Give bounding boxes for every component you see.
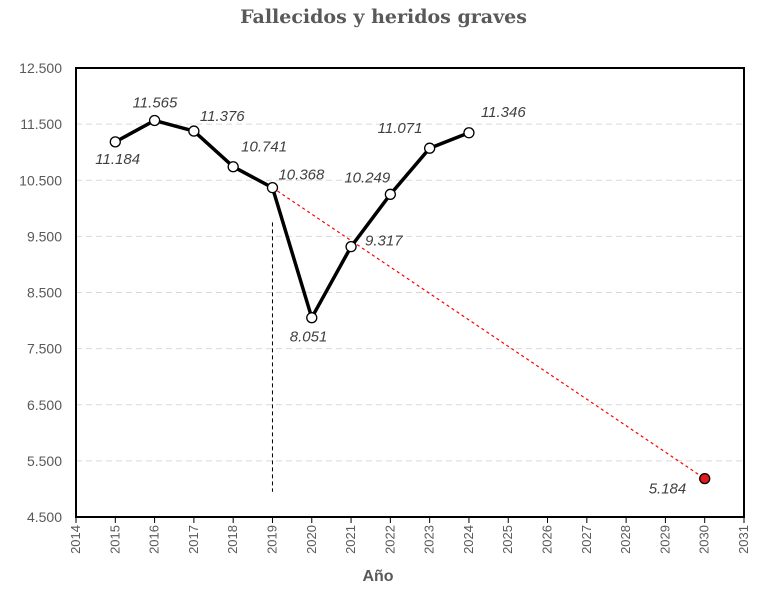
y-tick-label: 11.500 bbox=[20, 116, 62, 132]
data-label: 11.376 bbox=[200, 108, 245, 125]
x-tick-label: 2027 bbox=[579, 525, 594, 554]
data-point bbox=[266, 182, 279, 194]
y-tick-label: 9.500 bbox=[27, 228, 62, 244]
x-tick-label: 2020 bbox=[304, 525, 319, 554]
x-tick-label: 2014 bbox=[68, 525, 83, 554]
data-point bbox=[423, 142, 436, 154]
x-axis-label: Año bbox=[362, 568, 393, 585]
series-line bbox=[114, 118, 470, 323]
axes: 4.500 5.500 6.500 7.500 8.500 9.500 10.500 11.5… bbox=[19, 60, 751, 554]
series bbox=[109, 114, 711, 485]
y-tick-label: 4.500 bbox=[27, 509, 62, 525]
plot-frame bbox=[75, 67, 745, 518]
x-tick-label: 2028 bbox=[618, 525, 633, 554]
x-tick-label: 2021 bbox=[343, 525, 358, 554]
y-tick-label: 10.500 bbox=[19, 172, 62, 188]
x-tick-label: 2019 bbox=[264, 525, 279, 554]
data-label: 11.071 bbox=[378, 120, 423, 137]
data-label: 9.317 bbox=[365, 233, 403, 250]
x-tick-label: 2030 bbox=[697, 525, 712, 554]
gridlines bbox=[76, 123, 744, 462]
target-label: 5.184 bbox=[649, 481, 687, 498]
y-tick-label: 7.500 bbox=[27, 341, 62, 357]
data-point bbox=[463, 127, 475, 139]
data-labels: 11.184 11.565 11.376 10.741 10.368 8.051 9.317… bbox=[95, 94, 686, 497]
x-tick-label: 2023 bbox=[422, 525, 437, 554]
data-label: 11.184 bbox=[95, 151, 140, 168]
y-tick-label: 8.500 bbox=[27, 285, 62, 301]
data-label: 8.051 bbox=[290, 329, 328, 346]
x-tick-label: 2026 bbox=[540, 525, 555, 554]
x-tick-label: 2015 bbox=[107, 525, 122, 554]
data-point bbox=[227, 161, 239, 173]
x-tick-label: 2025 bbox=[500, 525, 515, 554]
data-point bbox=[109, 136, 121, 148]
y-tick-label: 12.500 bbox=[19, 60, 62, 76]
data-point bbox=[345, 240, 357, 253]
x-tick-label: 2024 bbox=[461, 525, 476, 554]
reference-lines bbox=[271, 187, 706, 492]
x-tick-label: 2018 bbox=[225, 525, 240, 554]
data-label: 11.346 bbox=[481, 104, 526, 121]
data-label: 11.565 bbox=[133, 94, 178, 111]
y-tick-label: 5.500 bbox=[27, 453, 62, 469]
data-point bbox=[306, 312, 318, 324]
y-tick-label: 6.500 bbox=[27, 397, 62, 413]
target-trend-line bbox=[272, 187, 706, 480]
data-label: 10.249 bbox=[344, 169, 391, 186]
target-point bbox=[699, 472, 711, 485]
data-point bbox=[188, 125, 200, 137]
x-tick-label: 2017 bbox=[186, 525, 201, 554]
chart-title: Fallecidos y heridos graves bbox=[240, 6, 527, 28]
x-tick-label: 2029 bbox=[657, 525, 672, 554]
x-tick-label: 2031 bbox=[736, 525, 751, 554]
x-tick-label: 2022 bbox=[382, 525, 397, 554]
data-label: 10.368 bbox=[278, 167, 325, 184]
data-label: 10.741 bbox=[241, 139, 287, 156]
data-point bbox=[148, 114, 161, 127]
data-point bbox=[384, 188, 397, 200]
x-tick-label: 2016 bbox=[147, 525, 162, 554]
